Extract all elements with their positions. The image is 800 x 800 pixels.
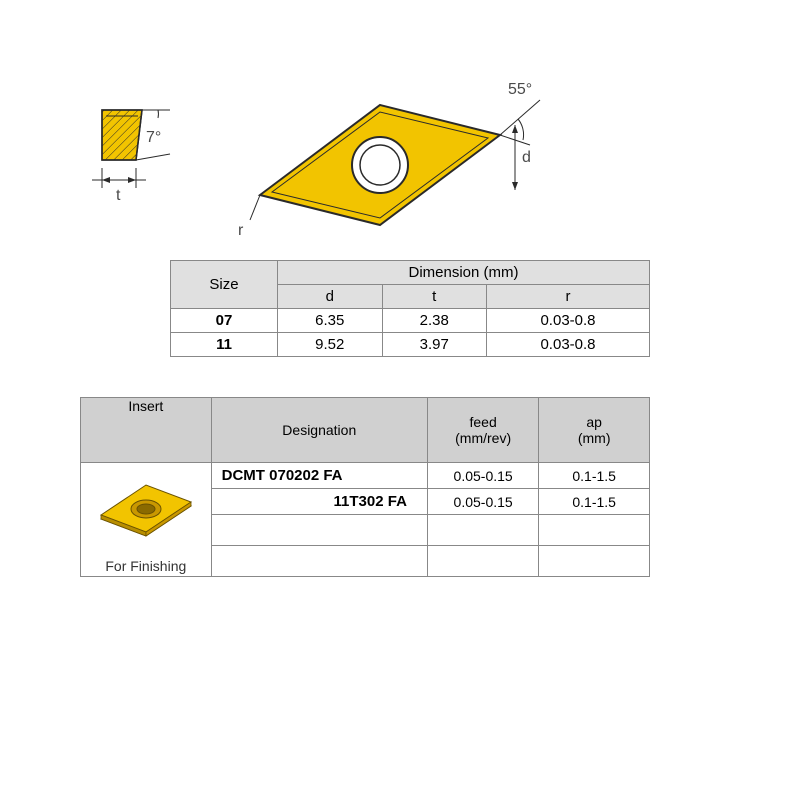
designation-header: Designation bbox=[211, 398, 427, 463]
t-label: t bbox=[116, 187, 121, 204]
table-row: 07 6.35 2.38 0.03-0.8 bbox=[171, 309, 650, 333]
col-t: t bbox=[382, 285, 487, 309]
size-table: Size Dimension (mm) d t r 07 6.35 2.38 0… bbox=[170, 260, 650, 357]
r-label: r bbox=[238, 222, 244, 239]
insert-graphic bbox=[81, 463, 211, 554]
insert-table: Insert Designation feed(mm/rev) ap(mm) bbox=[80, 397, 650, 577]
table-row: 11 9.52 3.97 0.03-0.8 bbox=[171, 333, 650, 357]
insert-header: Insert bbox=[81, 398, 212, 463]
diagram-area: 7° t 55° d bbox=[80, 70, 720, 250]
dimension-header: Dimension (mm) bbox=[278, 261, 650, 285]
feed-header: feed(mm/rev) bbox=[427, 398, 538, 463]
angle-55-label: 55° bbox=[508, 81, 532, 98]
ap-header: ap(mm) bbox=[539, 398, 650, 463]
col-d: d bbox=[278, 285, 383, 309]
table-row: For Finishing DCMT 070202 FA 0.05-0.15 0… bbox=[81, 463, 650, 489]
angle-7-label: 7° bbox=[146, 129, 161, 146]
size-header: Size bbox=[171, 261, 278, 309]
d-label: d bbox=[522, 149, 531, 166]
col-r: r bbox=[487, 285, 650, 309]
top-view-diagram: 55° d r bbox=[230, 70, 570, 250]
side-view-diagram: 7° t bbox=[80, 100, 200, 230]
insert-section: Insert Designation feed(mm/rev) ap(mm) bbox=[80, 397, 720, 577]
finishing-label: For Finishing bbox=[81, 558, 211, 574]
